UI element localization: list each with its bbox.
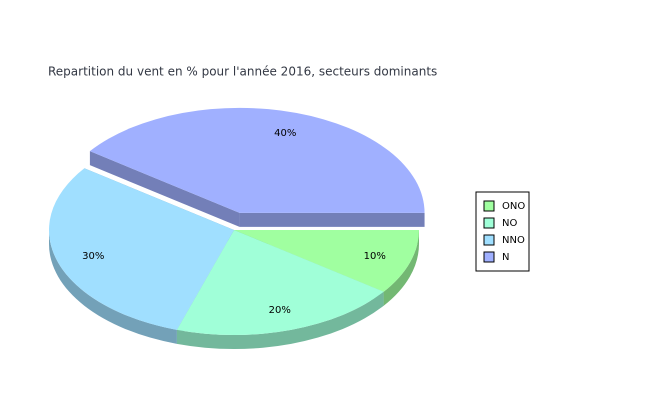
slice-side	[89, 151, 240, 227]
slice	[176, 230, 384, 336]
legend-label: NO	[502, 218, 517, 229]
chart-title: Repartition du vent en % pour l'année 20…	[48, 65, 437, 79]
value-label: 20%	[269, 305, 291, 316]
slice	[89, 107, 425, 213]
value-label: 10%	[364, 251, 386, 262]
slice-side	[176, 291, 384, 350]
slice-side	[383, 230, 419, 306]
legend-swatch	[483, 234, 495, 246]
legend-swatch	[483, 217, 495, 229]
slice	[48, 168, 234, 330]
slice-side	[49, 230, 177, 344]
legend-label: N	[502, 252, 509, 263]
value-label: 40%	[274, 128, 296, 139]
legend-label: ONO	[502, 201, 525, 212]
slice-side	[239, 212, 425, 227]
value-label: 30%	[82, 251, 104, 262]
legend-label: NNO	[502, 235, 525, 246]
legend-swatch	[483, 200, 495, 212]
slice	[234, 230, 419, 292]
legend-swatch	[483, 251, 495, 263]
